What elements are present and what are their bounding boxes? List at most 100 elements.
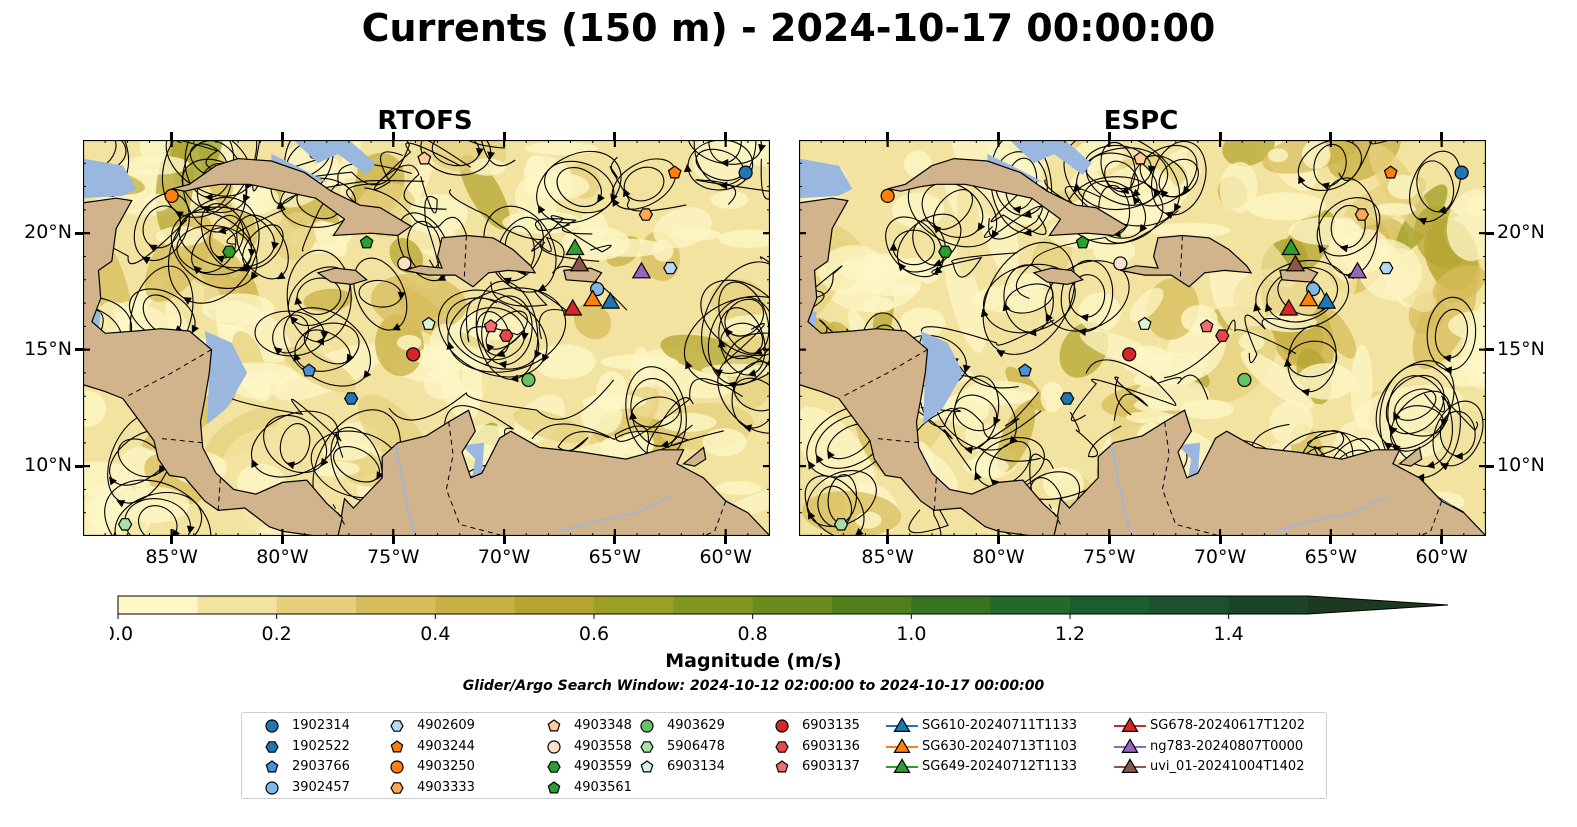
x-tick-mark-rtofs [170, 132, 174, 140]
marker-4903559-espc [938, 245, 953, 259]
colorbar: 0.0 0.2 0.4 0.6 0.8 1.0 1.2 1.4 [110, 595, 1449, 645]
rivers [394, 445, 671, 536]
colorbar-segment [1149, 596, 1230, 614]
x-tick-mark-rtofs [280, 536, 284, 544]
legend-marker-4902609 [390, 720, 404, 732]
legend-marker-4903244 [390, 739, 404, 752]
legend-marker-1902314 [265, 719, 279, 733]
marker-uvi_01-20241004T1402-rtofs [569, 254, 590, 272]
x-tick-label-espc: 70°W [1193, 546, 1247, 568]
marker-SG630-20240713T1103-espc [1298, 289, 1319, 307]
marker-6903134-rtofs [421, 316, 436, 330]
legend-label: SG649-20240712T1133 [922, 759, 1078, 774]
legend-marker [547, 739, 561, 754]
legend-marker-ng783-20240807T0000 [1121, 737, 1139, 753]
marker-6903137-rtofs [483, 319, 498, 333]
legend-label: 6903135 [802, 718, 860, 733]
legend-marker [640, 719, 654, 733]
legend-marker-4903629 [640, 719, 654, 733]
legend-marker-SG649-20240712T1133 [893, 758, 911, 773]
country-borders [843, 235, 1443, 536]
colorbar-segment [197, 596, 278, 614]
legend-marker [547, 761, 561, 773]
legend-label: 4903558 [574, 738, 632, 754]
legend-marker-4903559 [547, 761, 561, 773]
legend-label: 1902314 [292, 718, 350, 733]
map-frame [799, 140, 1486, 536]
colorbar-tick-label: 0.4 [420, 623, 450, 645]
colorbar-segment [673, 596, 754, 614]
y-tick-label-left: 15°N [24, 337, 72, 360]
platform-markers [117, 151, 753, 531]
x-tick-mark-rtofs [170, 536, 174, 544]
marker-6903136-espc [1215, 329, 1230, 342]
marker-ng783-20240807T0000-espc [1347, 261, 1368, 279]
legend-label: 3902457 [292, 779, 350, 795]
colorbar-segment [594, 596, 674, 614]
legend-label: 4903559 [574, 759, 632, 774]
marker-SG610-20240711T1133-rtofs [600, 291, 621, 309]
colorbar-segment [356, 596, 436, 614]
legend-label: ng783-20240807T0000 [1150, 738, 1304, 754]
colorbar-segment [435, 596, 516, 614]
x-tick-mark-rtofs [724, 132, 728, 140]
x-tick-mark-rtofs [502, 132, 506, 140]
marker-4903629-rtofs [521, 372, 536, 388]
colorbar-segment [276, 596, 357, 614]
x-tick-mark-espc [1107, 132, 1111, 140]
legend-marker-6903137 [775, 760, 789, 773]
rivers [1110, 445, 1387, 536]
marker-4903561-espc [1075, 235, 1090, 249]
x-tick-label-espc: 80°W [972, 546, 1025, 568]
legend-marker-2903766 [265, 760, 279, 773]
marker-SG610-20240711T1133-espc [1316, 291, 1337, 309]
legend-marker [1114, 717, 1146, 732]
legend-marker-4903348 [547, 719, 561, 732]
legend-label: 4903244 [417, 738, 475, 754]
marker-6903134-espc [1137, 316, 1152, 330]
x-tick-label-rtofs: 80°W [256, 546, 309, 568]
marker-6903135-espc [1122, 347, 1137, 362]
x-tick-mark-espc [1218, 132, 1222, 140]
x-tick-label-espc: 85°W [861, 546, 914, 568]
x-tick-label-espc: 65°W [1304, 546, 1358, 568]
legend-marker [775, 760, 789, 773]
x-tick-mark-espc [886, 536, 890, 544]
marker-4903561-rtofs [359, 235, 374, 249]
marker-4903244-espc [1383, 165, 1398, 179]
y-tick-mark-left [75, 464, 83, 468]
legend-marker [640, 740, 654, 753]
legend-marker [390, 720, 404, 732]
y-tick-mark-left [75, 231, 83, 235]
legend-marker-uvi_01-20241004T1402 [1121, 758, 1139, 773]
colorbar-segment [1228, 596, 1309, 614]
legend-marker-SG610-20240711T1133 [893, 717, 911, 732]
colorbar-outline [117, 595, 1449, 615]
panel-title-espc: ESPC [1103, 106, 1179, 136]
y-tick-label-right: 10°N [1497, 454, 1545, 477]
panel-title-rtofs: RTOFS [377, 106, 473, 136]
colorbar-label: Magnitude (m/s) [665, 650, 842, 672]
legend-marker [547, 719, 561, 732]
marker-1902522-rtofs [344, 392, 359, 405]
marker-2903766-rtofs [302, 363, 316, 377]
marker-4903250-rtofs [164, 188, 179, 204]
map-frame [83, 140, 770, 536]
search-window-text: Glider/Argo Search Window: 2024-10-12 02… [462, 678, 1045, 694]
marker-4903244-rtofs [667, 165, 682, 179]
x-tick-mark-espc [1440, 132, 1444, 140]
marker-ng783-20240807T0000-rtofs [631, 261, 652, 279]
legend-marker-1902522 [265, 740, 279, 753]
axis-ticks [799, 140, 1486, 536]
colorbar-segment [118, 596, 198, 614]
legend-marker-6903136 [775, 740, 789, 753]
colorbar-segment [1070, 596, 1150, 614]
legend-marker-6903135 [775, 719, 789, 733]
colorbar-tick-label: 0.0 [110, 623, 133, 645]
y-tick-label-left: 10°N [24, 454, 72, 477]
marker-4903559-rtofs [222, 245, 237, 259]
legend-label: 6903134 [667, 759, 725, 774]
marker-6903137-espc [1199, 319, 1214, 333]
marker-6903136-rtofs [499, 329, 514, 342]
legend-label: 4903333 [417, 779, 475, 795]
